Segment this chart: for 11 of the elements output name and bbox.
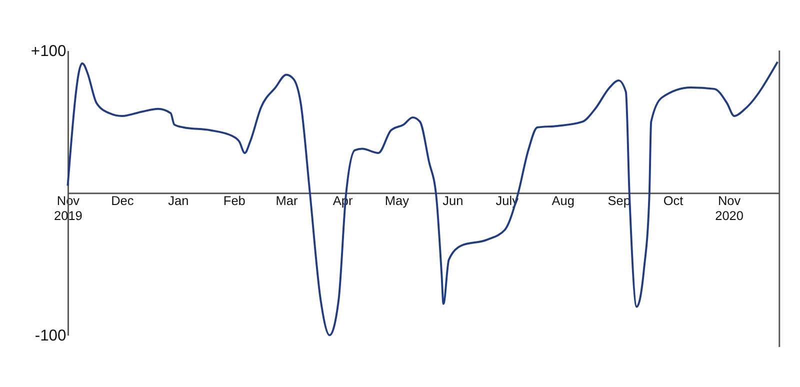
x-tick-label: Oct xyxy=(663,193,684,208)
x-tick-label: May xyxy=(384,193,410,208)
x-tick-label: Jun xyxy=(442,193,464,208)
x-tick-label: Mar xyxy=(276,193,299,208)
y-tick-label: +100 xyxy=(30,42,67,60)
x-tick-label: Nov 2020 xyxy=(715,193,744,223)
x-tick-label: Jan xyxy=(168,193,189,208)
x-tick-label: Dec xyxy=(111,193,134,208)
x-tick-label: Aug xyxy=(552,193,574,208)
y-tick-label: -100 xyxy=(34,328,67,345)
x-tick-label: Feb xyxy=(223,193,246,208)
